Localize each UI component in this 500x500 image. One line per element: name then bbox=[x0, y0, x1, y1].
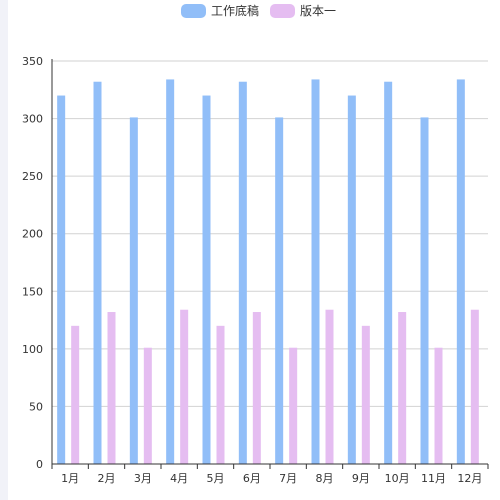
y-tick-label: 100 bbox=[22, 343, 43, 356]
bar-version-one[interactable] bbox=[216, 325, 225, 464]
bar-version-one[interactable] bbox=[252, 312, 261, 464]
legend-swatch-version-one[interactable] bbox=[270, 4, 295, 18]
bar-work-draft[interactable] bbox=[238, 81, 247, 465]
bar-version-one[interactable] bbox=[470, 309, 479, 464]
bar-version-one[interactable] bbox=[434, 347, 443, 464]
x-tick-label: 6月 bbox=[243, 472, 261, 485]
x-tick-label: 8月 bbox=[316, 472, 334, 485]
bar-version-one[interactable] bbox=[180, 309, 189, 464]
y-tick-label: 250 bbox=[22, 170, 43, 183]
bar-version-one[interactable] bbox=[71, 325, 80, 464]
bar-work-draft[interactable] bbox=[166, 79, 175, 465]
bar-version-one[interactable] bbox=[143, 347, 152, 464]
x-tick-label: 2月 bbox=[98, 472, 116, 485]
y-tick-label: 200 bbox=[22, 228, 43, 241]
bar-work-draft[interactable] bbox=[347, 95, 356, 465]
x-tick-label: 12月 bbox=[457, 472, 482, 485]
bar-work-draft[interactable] bbox=[129, 117, 138, 465]
x-tick-label: 1月 bbox=[61, 472, 79, 485]
x-tick-label: 3月 bbox=[134, 472, 152, 485]
x-tick-label: 5月 bbox=[207, 472, 225, 485]
bar-work-draft[interactable] bbox=[420, 117, 429, 465]
x-tick-label: 9月 bbox=[352, 472, 370, 485]
bar-work-draft[interactable] bbox=[456, 79, 465, 465]
x-axis: 1月 2月 3月 4月 5月 6月 7月 8月 9月 10月 11月 12月 bbox=[51, 59, 489, 485]
bars bbox=[57, 79, 479, 465]
y-tick-label: 50 bbox=[29, 400, 43, 413]
bar-work-draft[interactable] bbox=[275, 117, 284, 465]
y-tick-label: 0 bbox=[36, 458, 43, 471]
y-tick-label: 300 bbox=[22, 113, 43, 126]
x-tick-label: 11月 bbox=[421, 472, 446, 485]
bar-work-draft[interactable] bbox=[202, 95, 211, 465]
legend-label-version-one[interactable]: 版本一 bbox=[300, 4, 336, 18]
bar-version-one[interactable] bbox=[107, 312, 116, 464]
bar-work-draft[interactable] bbox=[384, 81, 393, 465]
legend: 工作底稿 版本一 bbox=[181, 3, 336, 18]
y-axis-tick-labels: 0 50 100 150 200 250 300 350 bbox=[22, 55, 43, 471]
x-tick-label: 7月 bbox=[279, 472, 297, 485]
legend-swatch-work-draft[interactable] bbox=[181, 4, 206, 18]
bar-version-one[interactable] bbox=[361, 325, 370, 464]
y-tick-label: 150 bbox=[22, 285, 43, 298]
legend-label-work-draft[interactable]: 工作底稿 bbox=[211, 3, 259, 18]
y-tick-label: 350 bbox=[22, 55, 43, 68]
bar-version-one[interactable] bbox=[398, 312, 407, 464]
bar-version-one[interactable] bbox=[325, 309, 334, 464]
bar-work-draft[interactable] bbox=[311, 79, 320, 465]
x-tick-label: 4月 bbox=[170, 472, 188, 485]
bar-work-draft[interactable] bbox=[57, 95, 66, 465]
bar-version-one[interactable] bbox=[289, 347, 298, 464]
left-edge-strip bbox=[0, 0, 8, 500]
x-tick-label: 10月 bbox=[385, 472, 410, 485]
gridlines bbox=[52, 60, 488, 407]
bar-work-draft[interactable] bbox=[93, 81, 102, 465]
